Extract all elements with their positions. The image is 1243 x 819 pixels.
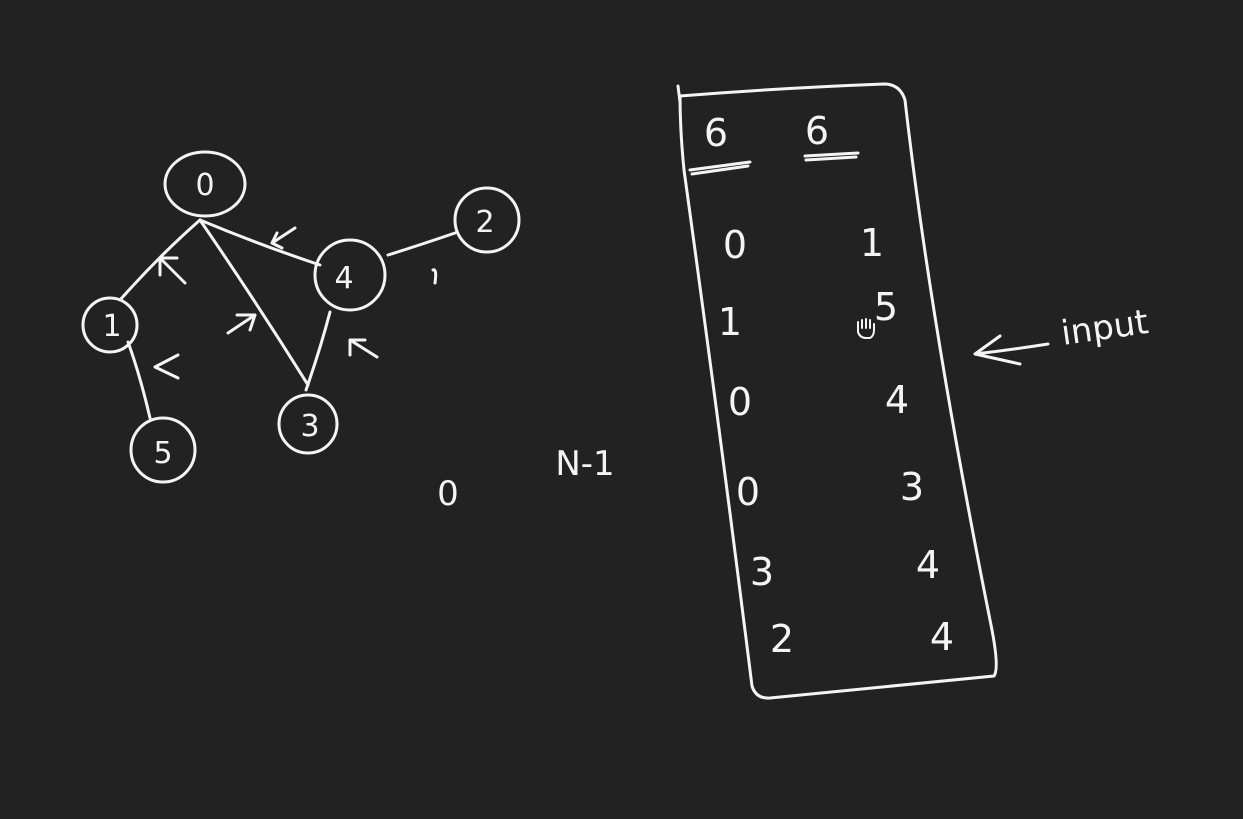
table-row: 0 4 — [728, 378, 909, 424]
edge-4-2 — [386, 231, 457, 257]
range-note: 0 N-1 — [437, 444, 614, 514]
graph-edges — [118, 218, 457, 420]
table-row: 0 1 — [723, 221, 884, 267]
graph-node-1: 1 — [81, 296, 139, 354]
node-label: 2 — [475, 205, 494, 240]
arrow-mark-icon — [226, 313, 257, 335]
table-row: 3 4 — [750, 543, 940, 594]
header-underline-right — [803, 151, 860, 158]
edge-4-3 — [304, 310, 332, 392]
input-table: 6 6 0 1 1 5 0 4 0 3 3 4 2 4 — [676, 82, 998, 700]
arrow-left-icon — [973, 334, 1050, 366]
table-cell-left: 3 — [750, 550, 774, 594]
table-cell-left: 1 — [718, 300, 742, 344]
edge-arrow-marks — [153, 226, 438, 380]
arrow-mark-icon — [158, 256, 187, 285]
graph-node-5: 5 — [129, 416, 197, 484]
input-annotation: input — [973, 302, 1151, 366]
arrow-mark-icon — [348, 338, 379, 359]
table-cell-left: 0 — [723, 223, 747, 267]
input-label: input — [1059, 302, 1151, 354]
edge-0-4 — [198, 218, 322, 267]
table-cell-right: 4 — [885, 378, 909, 422]
arrow-mark-icon — [153, 353, 180, 380]
header-underline-left-2 — [690, 164, 750, 176]
tick-mark-icon — [431, 268, 438, 285]
table-cell-left: 0 — [736, 470, 760, 514]
table-cell-right: 4 — [916, 543, 940, 587]
hand-cursor-icon — [857, 318, 875, 339]
table-row: 1 5 — [718, 285, 898, 344]
range-end: N-1 — [555, 444, 614, 484]
graph-node-0: 0 — [163, 150, 247, 218]
table-row: 2 4 — [770, 615, 954, 661]
graph-node-3: 3 — [277, 393, 339, 455]
table-cell-left: 0 — [728, 380, 752, 424]
table-cell-right: 1 — [860, 221, 884, 265]
table-cell-right: 4 — [930, 615, 954, 659]
node-label: 4 — [334, 261, 353, 296]
table-header-right: 6 — [805, 109, 829, 153]
node-label: 1 — [102, 309, 121, 344]
input-table-border — [676, 82, 998, 700]
node-label: 3 — [300, 409, 319, 444]
table-cell-right: 3 — [900, 465, 924, 509]
edge-0-3 — [198, 218, 310, 387]
table-cell-left: 2 — [770, 617, 794, 661]
table-row: 0 3 — [736, 465, 924, 514]
node-label: 5 — [153, 436, 172, 471]
graph-node-4: 4 — [313, 238, 387, 312]
range-start: 0 — [437, 474, 459, 514]
header-underline-left — [688, 160, 752, 172]
header-underline-right-2 — [804, 155, 858, 162]
table-header-left: 6 — [704, 111, 728, 155]
node-label: 0 — [195, 168, 214, 203]
arrow-mark-icon — [270, 226, 297, 250]
graph-node-2: 2 — [453, 186, 521, 254]
table-cell-right: 5 — [874, 285, 898, 329]
edge-1-5 — [126, 340, 152, 420]
graph-nodes: 0 1 2 3 4 5 — [81, 150, 521, 484]
